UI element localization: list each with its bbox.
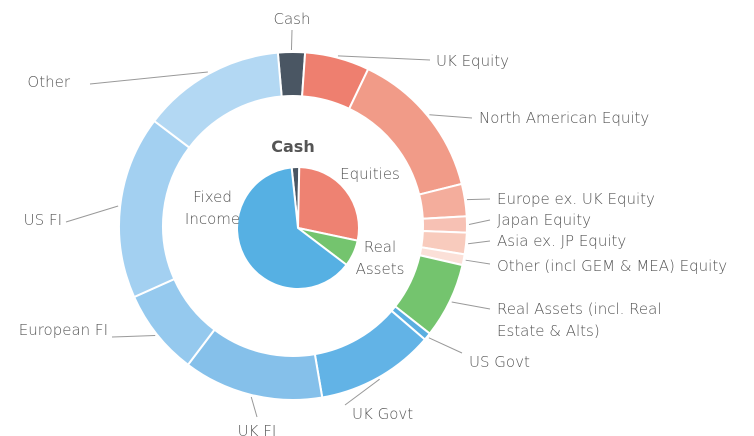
inner-label: Fixed Income xyxy=(184,188,241,228)
outer-segment xyxy=(421,215,468,234)
inner-segment xyxy=(296,165,360,242)
outer-label: Cash xyxy=(273,10,311,28)
outer-label: European FI xyxy=(18,321,108,339)
outer-segment xyxy=(152,51,283,149)
leader-line xyxy=(451,301,491,310)
outer-segment xyxy=(186,328,324,401)
outer-label: North American Equity xyxy=(479,109,650,127)
leader-line xyxy=(468,219,491,225)
leader-line xyxy=(89,71,208,85)
outer-label: Japan Equity xyxy=(497,211,592,229)
leader-line xyxy=(467,198,491,201)
leader-line xyxy=(111,335,156,338)
outer-label: UK Equity xyxy=(436,52,510,70)
inner-segment xyxy=(236,166,348,290)
outer-label: US FI xyxy=(23,211,62,229)
leader-line xyxy=(428,337,463,354)
outer-label: Other (incl GEM & MEA) Equity xyxy=(497,257,728,275)
leader-line xyxy=(250,396,258,418)
inner-label: Real Assets xyxy=(355,238,405,278)
outer-label: UK Govt xyxy=(352,405,414,423)
leader-line xyxy=(290,29,293,51)
inner-label: Cash xyxy=(271,137,315,156)
outer-label: US Govt xyxy=(469,353,530,371)
outer-label: Asia ex. JP Equity xyxy=(497,232,627,250)
leader-line xyxy=(337,55,431,61)
leader-line xyxy=(344,378,380,406)
outer-label: Europe ex. UK Equity xyxy=(497,190,655,208)
leader-line xyxy=(65,205,119,223)
leader-line xyxy=(429,114,473,119)
outer-label: Real Assets (incl. Real Estate & Alts) xyxy=(497,300,662,340)
outer-label: UK FI xyxy=(237,422,277,436)
leader-line xyxy=(465,259,491,265)
inner-label: Equities xyxy=(340,165,400,183)
outer-label: Other xyxy=(27,73,70,91)
leader-line xyxy=(468,240,491,245)
